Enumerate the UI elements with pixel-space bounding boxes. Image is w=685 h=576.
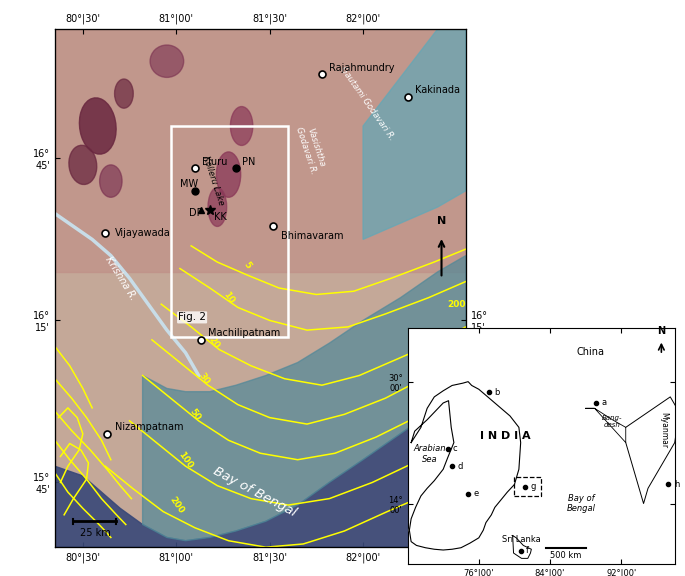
Text: Machilipatnam: Machilipatnam [208,328,280,338]
Polygon shape [142,256,466,541]
Text: 30: 30 [197,371,212,386]
Polygon shape [55,29,466,272]
Text: Arabian
Sea: Arabian Sea [414,444,446,464]
Text: N: N [437,217,446,226]
Text: a: a [601,399,607,407]
Polygon shape [512,536,532,558]
Polygon shape [55,388,466,547]
Text: d: d [458,462,463,471]
Text: 100: 100 [177,449,195,470]
Text: Vasishtha
Godavari R.: Vasishtha Godavari R. [294,122,327,175]
Text: Eluru: Eluru [202,157,227,166]
Text: 200: 200 [167,495,185,516]
Ellipse shape [79,98,116,154]
Text: 200: 200 [447,300,466,309]
Text: Rajahmundry: Rajahmundry [329,63,395,73]
Ellipse shape [150,45,184,77]
Text: Krishna R.: Krishna R. [103,255,138,302]
Polygon shape [410,382,521,550]
Ellipse shape [99,165,122,197]
Text: f: f [526,546,529,555]
Text: Kakinada: Kakinada [415,85,460,96]
Text: Sri Lanka: Sri Lanka [502,535,541,544]
Text: PN: PN [242,157,255,166]
Ellipse shape [114,79,134,108]
Text: Fig. 2: Fig. 2 [178,312,206,323]
Ellipse shape [230,107,253,145]
Text: Vijayawada: Vijayawada [114,228,171,238]
Text: h: h [674,480,680,489]
Text: MW: MW [180,179,198,190]
Text: e: e [473,489,479,498]
Text: Nizampatnam: Nizampatnam [114,422,183,433]
Text: KK: KK [214,212,226,222]
Ellipse shape [69,145,97,184]
Text: Gautami Godavari R.: Gautami Godavari R. [338,65,396,142]
Text: b: b [494,388,499,397]
Text: N: N [658,326,665,336]
Text: 10: 10 [221,290,236,305]
Bar [514,477,541,496]
Text: c: c [453,444,458,453]
Text: 25 km: 25 km [79,528,110,538]
Text: 50: 50 [188,407,202,422]
Text: 5: 5 [242,260,253,271]
Text: Bang-
desh: Bang- desh [602,415,623,429]
Polygon shape [363,29,466,240]
Text: Kolleru Lake: Kolleru Lake [201,156,226,207]
Ellipse shape [208,188,227,226]
Bar [171,126,288,336]
Text: Myanmar: Myanmar [660,412,669,448]
Text: I N D I A: I N D I A [480,431,531,441]
Text: Bhimavaram: Bhimavaram [281,231,343,241]
Text: 500 km: 500 km [550,551,582,560]
Ellipse shape [216,152,240,197]
Text: g: g [530,482,536,491]
Text: DP: DP [189,209,203,218]
Text: China: China [576,347,604,357]
Text: Bay of Bengal: Bay of Bengal [211,465,299,520]
Text: 20: 20 [206,335,221,351]
Text: Bay of
Bengal: Bay of Bengal [566,494,596,513]
